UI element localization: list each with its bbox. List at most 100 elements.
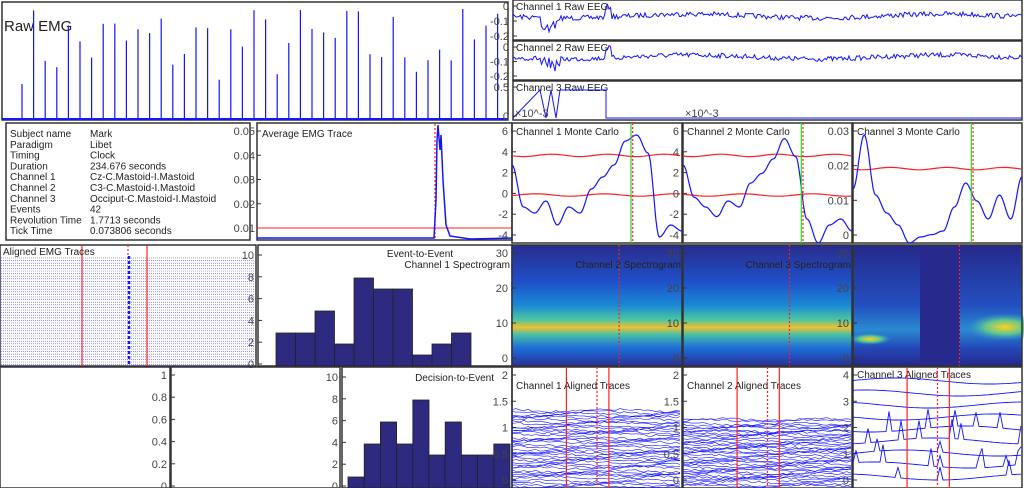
monte-carlo-ytick: 6	[502, 126, 508, 138]
aligned-trace	[682, 450, 852, 456]
spectrogram-axes-3	[852, 244, 1023, 367]
aligned-traces-ytick: 1	[673, 423, 679, 435]
aligned-traces-title: Channel 3 Aligned Traces	[857, 370, 971, 381]
monte-carlo-trace	[852, 134, 1023, 244]
eeg-trace-2	[512, 44, 1022, 72]
monte-carlo-ytick: 0.03	[828, 126, 849, 138]
eeg-trace-1	[512, 3, 1022, 34]
spectrogram-title: Channel 2 Spectrogram	[575, 260, 681, 271]
aligned-trace	[511, 472, 681, 477]
aligned-traces-ytick: 1.5	[664, 396, 679, 408]
aligned-trace	[511, 408, 681, 413]
decision-to-event-histogram-bar	[460, 454, 478, 488]
monte-carlo-upper-bound	[511, 153, 681, 158]
info-label: Channel 3	[10, 194, 56, 205]
info-label: Duration	[10, 161, 48, 172]
aligned-traces-ytick: 0.5	[493, 449, 508, 461]
spectrogram-axes-1	[511, 244, 683, 367]
info-value: 0.073806 seconds	[90, 226, 172, 237]
raw-eeg-title: Channel 3 Raw EEG	[516, 83, 608, 94]
empty-axes-ytick: 0.4	[152, 437, 167, 449]
aligned-trace	[852, 419, 1022, 445]
info-value: 1.7713 seconds	[90, 215, 161, 226]
monte-carlo-ytick: 0	[502, 188, 508, 200]
exponent-label: ×10^-3	[515, 108, 549, 120]
aligned-traces-ytick: 0	[673, 475, 679, 487]
spectrogram-title: Channel 3 Spectrogram	[745, 260, 851, 271]
aligned-trace	[682, 459, 852, 464]
average-emg-trace	[257, 124, 513, 240]
average-emg-ytick: 0.03	[234, 175, 255, 187]
aligned-trace	[511, 412, 681, 417]
monte-carlo-lower-bound	[511, 193, 681, 197]
decision-to-event-histogram-ytick: 6	[332, 416, 338, 428]
info-value: Mark	[90, 129, 113, 140]
info-value: 42	[90, 205, 102, 216]
aligned-trace	[682, 428, 852, 434]
decision-to-event-histogram-bar	[379, 421, 397, 488]
aligned-trace	[511, 445, 681, 450]
monte-carlo-ytick: 0.01	[828, 195, 849, 207]
aligned-trace	[511, 410, 681, 415]
aligned-traces-ytick: 2	[843, 423, 849, 435]
empty-axes-ytick: 0.2	[152, 459, 167, 471]
aligned-traces-ytick: 1	[502, 423, 508, 435]
empty-axes-1	[0, 366, 171, 488]
raw-eeg-axes-2	[512, 40, 1023, 81]
aligned-trace	[511, 443, 681, 448]
empty-axes-ytick: 0	[161, 481, 167, 488]
raw-eeg-ytick: 0.5	[494, 82, 509, 94]
info-value: Occiput-C.Mastoid-I.Mastoid	[90, 194, 216, 205]
aligned-trace	[511, 421, 681, 426]
empty-axes-ytick: 0.8	[152, 392, 167, 404]
aligned-trace	[511, 465, 681, 471]
aligned-trace	[682, 471, 852, 477]
spectrogram-title: Channel 1 Spectrogram	[404, 260, 510, 271]
spectrogram-gap	[920, 245, 960, 366]
raw-eeg-title: Channel 2 Raw EEG	[516, 43, 608, 54]
decision-to-event-title: Decision-to-Event	[415, 373, 494, 384]
aligned-traces-title: Channel 2 Aligned Traces	[687, 381, 801, 392]
decision-to-event-histogram-bar	[493, 443, 511, 488]
event-to-event-histogram-bar	[314, 310, 335, 367]
aligned-trace	[511, 469, 681, 474]
event-to-event-histogram-bar	[392, 288, 413, 367]
aligned-trace	[511, 470, 681, 475]
aligned-traces-ytick: 1	[843, 449, 849, 461]
monte-carlo-ytick: 4	[502, 147, 508, 159]
aligned-trace	[512, 452, 681, 457]
raw-eeg-ytick: -0.2	[490, 31, 509, 43]
aligned-traces-ytick: 2	[502, 370, 508, 382]
aligned-traces-ytick: 0	[843, 475, 849, 487]
event-to-event-histogram-bar	[334, 343, 355, 367]
raw-eeg-ytick: 0	[503, 111, 509, 123]
spectrogram-axes-2	[682, 244, 853, 367]
aligned-trace	[511, 454, 681, 459]
spectrogram-image-2	[683, 245, 852, 366]
aligned-traces-ytick: 1.5	[493, 396, 508, 408]
decision-to-event-histogram-ytick: 0	[332, 481, 338, 488]
raw-eeg-axes-3	[512, 80, 1023, 121]
aligned-trace	[682, 476, 852, 482]
monte-carlo-title: Channel 3 Monte Carlo	[857, 127, 960, 138]
raw-eeg-ytick: -0.1	[490, 57, 509, 69]
aligned-trace	[511, 440, 681, 445]
raw-eeg-title: Channel 1 Raw EEG	[516, 2, 608, 13]
aligned-trace	[511, 435, 681, 441]
spectrogram-ytick: 20	[837, 283, 849, 295]
spectrogram-ytick: 10	[837, 318, 849, 330]
monte-carlo-axes-1	[511, 122, 683, 244]
average-emg-axes	[256, 122, 513, 241]
monte-carlo-title: Channel 2 Monte Carlo	[687, 127, 790, 138]
event-to-event-histogram-ytick: 4	[248, 315, 254, 327]
monte-carlo-ytick: -2	[669, 209, 679, 221]
aligned-trace	[511, 464, 681, 469]
monte-carlo-axes-2	[682, 122, 853, 244]
monte-carlo-ytick: 6	[673, 126, 679, 138]
raw-eeg-ytick: -0.1	[490, 16, 509, 28]
empty-axes-ytick: 0.6	[152, 414, 167, 426]
aligned-trace	[682, 431, 852, 436]
subject-info-box	[5, 122, 251, 241]
average-emg-ytick: 0.02	[234, 199, 255, 211]
info-label: Events	[10, 205, 41, 216]
